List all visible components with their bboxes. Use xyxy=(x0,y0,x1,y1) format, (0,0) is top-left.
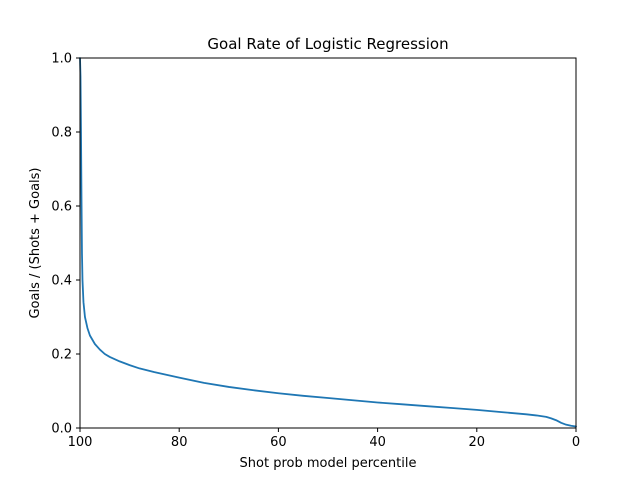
plot-area xyxy=(79,57,577,429)
axes-background xyxy=(80,58,576,428)
y-axis: 0.0 0.2 0.4 0.6 0.8 1.0 xyxy=(51,52,80,437)
y-tick-label: 1.0 xyxy=(51,52,72,67)
x-tick-label: 60 xyxy=(270,435,287,450)
series-line xyxy=(79,57,577,428)
chart-title: Goal Rate of Logistic Regression xyxy=(207,35,448,53)
y-tick-label: 0.0 xyxy=(51,422,72,437)
y-axis-label: Goals / (Shots + Goals) xyxy=(28,167,43,318)
y-tick-label: 0.6 xyxy=(51,200,72,215)
y-tick-label: 0.2 xyxy=(51,348,72,363)
x-tick-label: 100 xyxy=(68,435,93,450)
y-tick-label: 0.4 xyxy=(51,274,72,289)
x-tick-label: 20 xyxy=(469,435,486,450)
y-tick-label: 0.8 xyxy=(51,126,72,141)
line-layer xyxy=(79,57,577,428)
x-tick-label: 0 xyxy=(572,435,580,450)
x-axis-label: Shot prob model percentile xyxy=(240,456,417,471)
axes-frame xyxy=(79,57,577,429)
x-tick-label: 80 xyxy=(171,435,188,450)
x-tick-label: 40 xyxy=(369,435,386,450)
x-axis: 100 80 60 40 20 0 xyxy=(68,428,580,450)
